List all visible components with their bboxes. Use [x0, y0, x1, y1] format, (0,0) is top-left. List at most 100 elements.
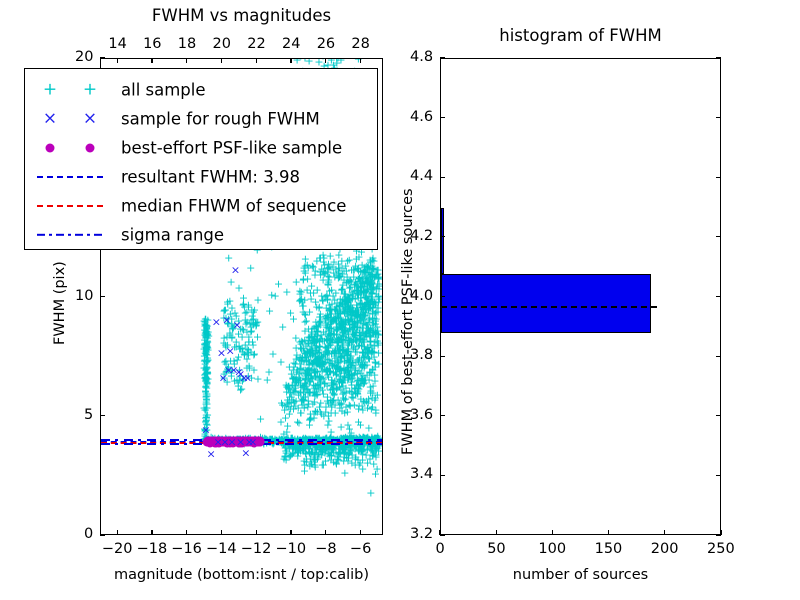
scatter-point-all: + — [201, 424, 210, 435]
scatter-point-all: + — [291, 444, 300, 455]
scatter-point-all: + — [351, 307, 360, 318]
scatter-point-all: + — [372, 265, 381, 276]
scatter-point-all: + — [364, 303, 373, 314]
scatter-point-all: + — [315, 371, 324, 382]
rough-sample-point: × — [207, 448, 216, 459]
scatter-point-all: + — [296, 380, 305, 391]
scatter-point-all: + — [337, 255, 346, 266]
scatter-point-all: + — [353, 376, 362, 387]
scatter-point-all: + — [314, 322, 323, 333]
scatter-point-all: + — [339, 345, 348, 356]
scatter-point-all: + — [301, 371, 310, 382]
scatter-point-all: + — [327, 59, 336, 65]
scatter-point-all: + — [333, 308, 342, 319]
scatter-point-all: + — [309, 363, 318, 374]
scatter-point-all: + — [348, 336, 357, 347]
scatter-point-all: + — [350, 286, 359, 297]
scatter-point-all: + — [365, 270, 374, 281]
scatter-point-all: + — [362, 277, 371, 288]
hist-y-tick-label: 4.0 — [410, 288, 433, 304]
scatter-point-all: + — [361, 266, 370, 277]
scatter-point-all: + — [301, 341, 310, 352]
scatter-point-all: + — [325, 331, 334, 342]
scatter-point-all: + — [336, 321, 345, 332]
scatter-point-all: + — [314, 321, 323, 332]
scatter-point-all: + — [242, 326, 251, 337]
scatter-point-all: + — [323, 294, 332, 305]
scatter-point-all: + — [356, 394, 365, 405]
scatter-point-all: + — [201, 338, 210, 349]
scatter-point-all: + — [361, 292, 370, 303]
scatter-point-all: + — [363, 262, 372, 273]
scatter-point-all: + — [356, 316, 365, 327]
scatter-point-all: + — [227, 320, 236, 331]
scatter-point-all: + — [366, 275, 375, 286]
x-tick-label-top: 22 — [247, 36, 265, 52]
scatter-point-all: + — [234, 316, 243, 327]
scatter-point-all: + — [202, 323, 211, 334]
hist-y-tick — [440, 236, 445, 237]
scatter-point-all: + — [347, 286, 356, 297]
scatter-point-all: + — [250, 349, 259, 360]
scatter-point-all: + — [311, 329, 320, 340]
scatter-point-all: + — [370, 296, 379, 307]
scatter-point-all: + — [366, 298, 375, 309]
scatter-point-all: + — [337, 335, 346, 346]
scatter-point-all: + — [312, 343, 321, 354]
scatter-point-all: + — [356, 309, 365, 320]
x-tick-top — [325, 58, 326, 63]
hist-y-tick — [440, 415, 445, 416]
scatter-point-all: + — [341, 288, 350, 299]
scatter-point-all: + — [276, 417, 285, 428]
scatter-point-all: + — [313, 359, 322, 370]
scatter-point-all: + — [338, 329, 347, 340]
scatter-point-all: + — [363, 284, 372, 295]
scatter-point-all: + — [299, 274, 308, 285]
hist-x-tick-label: 250 — [707, 541, 735, 557]
scatter-point-all: + — [203, 366, 212, 377]
scatter-point-all: + — [342, 353, 351, 364]
scatter-point-all: + — [316, 372, 325, 383]
scatter-point-all: + — [326, 339, 335, 350]
scatter-point-all: + — [202, 379, 211, 390]
scatter-point-all: + — [360, 352, 369, 363]
scatter-point-all: + — [321, 456, 330, 467]
scatter-point-all: + — [220, 357, 229, 368]
legend-line-sample — [37, 196, 103, 216]
scatter-point-all: + — [351, 278, 360, 289]
scatter-point-all: + — [203, 368, 212, 379]
scatter-point-all: + — [331, 313, 340, 324]
scatter-point-all: + — [311, 462, 320, 473]
scatter-point-all: + — [323, 353, 332, 364]
scatter-point-all: + — [324, 355, 333, 366]
scatter-point-all: + — [358, 445, 367, 456]
scatter-point-all: + — [340, 288, 349, 299]
scatter-point-all: + — [325, 272, 334, 283]
scatter-point-all: + — [299, 382, 308, 393]
scatter-point-all: + — [327, 305, 336, 316]
scatter-point-all: + — [323, 347, 332, 358]
scatter-point-all: + — [333, 332, 342, 343]
psf-sample-point — [211, 438, 220, 447]
scatter-point-all: + — [241, 307, 250, 318]
x-tick-top — [117, 58, 118, 63]
scatter-point-all: + — [339, 288, 348, 299]
scatter-point-all: + — [327, 449, 336, 460]
scatter-point-all: + — [308, 345, 317, 356]
scatter-point-all: + — [356, 333, 365, 344]
scatter-point-all: + — [358, 277, 367, 288]
scatter-point-all: + — [347, 449, 356, 460]
scatter-point-all: + — [352, 278, 361, 289]
scatter-point-all: + — [265, 305, 274, 316]
scatter-point-all: + — [326, 366, 335, 377]
legend-item-3: resultant FWHM: 3.98 — [25, 162, 377, 191]
scatter-point-all: + — [337, 316, 346, 327]
scatter-point-all: + — [334, 323, 343, 334]
scatter-point-all: + — [305, 446, 314, 457]
scatter-point-all: + — [371, 358, 380, 369]
scatter-point-all: + — [292, 343, 301, 354]
scatter-point-all: + — [360, 300, 369, 311]
scatter-point-all: + — [337, 352, 346, 363]
scatter-point-all: + — [221, 367, 230, 378]
scatter-point-all: + — [361, 273, 370, 284]
